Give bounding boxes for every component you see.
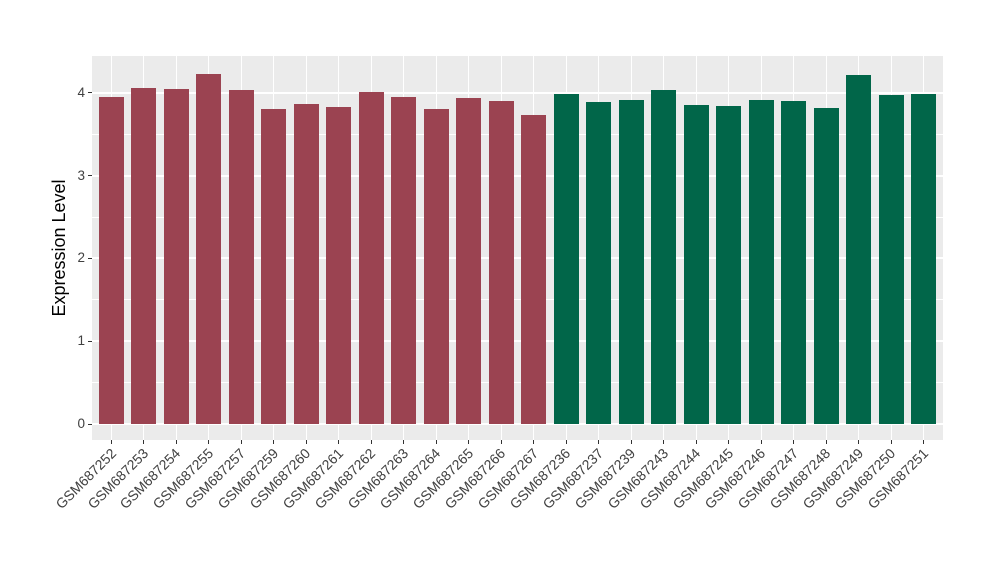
x-tick-mark (175, 440, 177, 444)
x-tick-mark (143, 440, 145, 444)
bar-GSM687251 (911, 93, 936, 424)
x-tick-mark (695, 440, 697, 444)
gridline-major-y (92, 91, 943, 94)
bar-GSM687249 (846, 74, 872, 424)
x-tick-mark (435, 440, 437, 444)
y-tick-label: 2 (77, 250, 85, 266)
bar-GSM687254 (163, 89, 189, 424)
x-tick-mark (468, 440, 470, 444)
bar-GSM687237 (586, 101, 612, 424)
x-tick-mark (305, 440, 307, 444)
gridline-major-y (92, 340, 943, 343)
gridline-minor-y (92, 216, 943, 218)
bar-GSM687262 (358, 91, 384, 424)
bar-GSM687239 (618, 100, 644, 424)
x-tick-mark (663, 440, 665, 444)
y-tick-mark (88, 257, 92, 259)
x-tick-mark (923, 440, 924, 444)
gridline-minor-y (92, 299, 943, 301)
x-tick-mark (110, 440, 112, 444)
y-tick-label: 1 (77, 333, 85, 349)
bar-GSM687264 (423, 108, 449, 424)
bar-GSM687250 (878, 95, 904, 424)
gridline-major-y (92, 174, 943, 177)
bar-GSM687247 (781, 101, 807, 424)
y-tick-label: 0 (77, 416, 85, 431)
bar-GSM687266 (488, 101, 514, 424)
x-tick-mark (208, 440, 210, 444)
x-tick-mark (338, 440, 340, 444)
x-tick-mark (500, 440, 502, 444)
plot-panel (92, 56, 943, 440)
x-tick-mark (533, 440, 535, 444)
x-tick-mark (240, 440, 242, 444)
gridline-major-y (92, 257, 943, 260)
x-tick-mark (630, 440, 632, 444)
y-tick-label: 4 (77, 84, 85, 100)
bar-GSM687267 (521, 115, 547, 424)
y-axis-title: Expression Level (49, 179, 69, 317)
x-tick-mark (598, 440, 600, 444)
bar-GSM687257 (228, 90, 254, 424)
gridline-major-y (92, 423, 943, 425)
y-tick-mark (88, 175, 92, 177)
x-tick-mark (825, 440, 827, 444)
bar-GSM687248 (813, 107, 839, 424)
x-tick-mark (728, 440, 730, 444)
x-tick-mark (403, 440, 405, 444)
bar-GSM687263 (391, 96, 417, 424)
y-tick-mark (88, 92, 92, 94)
bar-GSM687244 (683, 105, 709, 424)
x-tick-mark (273, 440, 275, 444)
bar-GSM687259 (261, 109, 287, 424)
bar-GSM687243 (651, 90, 677, 424)
x-tick-mark (370, 440, 372, 444)
bar-GSM687260 (293, 104, 319, 424)
bar-GSM687255 (196, 73, 222, 424)
bar-GSM687236 (553, 94, 579, 424)
x-tick-mark (858, 440, 860, 444)
y-tick-label: 3 (77, 167, 85, 183)
bar-GSM687265 (456, 97, 482, 424)
y-tick-mark (88, 340, 92, 342)
bar-GSM687261 (326, 106, 352, 424)
x-tick-mark (565, 440, 567, 444)
gridline-minor-y (92, 382, 943, 384)
bar-GSM687246 (748, 100, 774, 424)
bar-GSM687253 (131, 87, 157, 424)
x-tick-mark (760, 440, 762, 444)
x-tick-mark (793, 440, 795, 444)
bar-GSM687252 (98, 96, 124, 424)
x-tick-mark (890, 440, 892, 444)
gridline-minor-y (92, 133, 943, 135)
y-tick-mark (88, 423, 92, 425)
bar-GSM687245 (716, 106, 742, 424)
